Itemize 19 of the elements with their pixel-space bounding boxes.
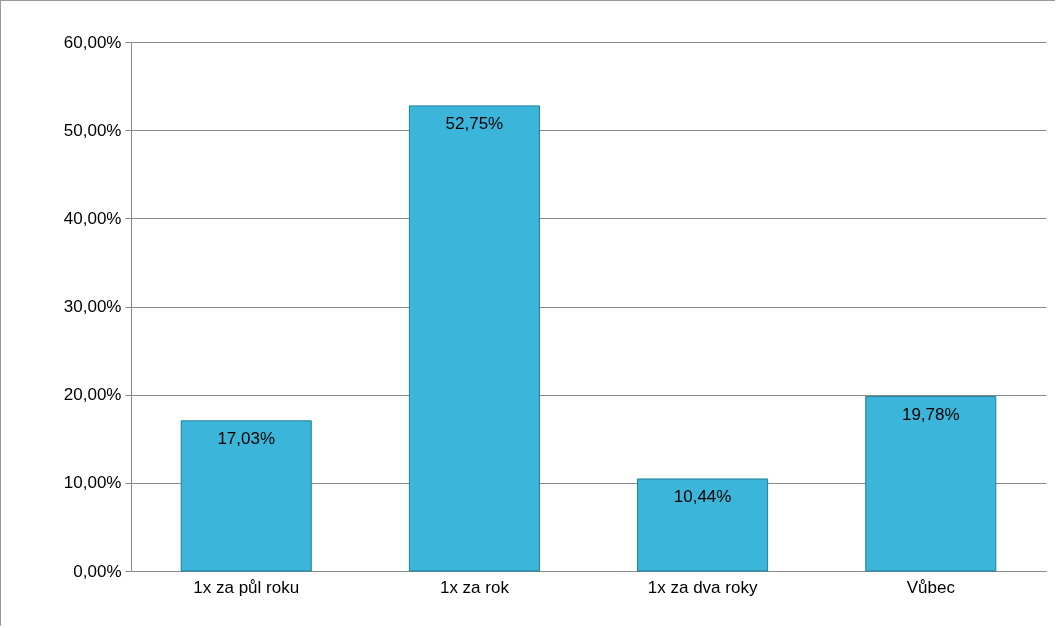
x-tick-label: 1x za půl roku: [193, 577, 300, 597]
y-tick-label: 0,00%: [73, 561, 122, 581]
y-tick-label: 40,00%: [63, 208, 122, 228]
y-tick-label: 60,00%: [63, 32, 122, 52]
data-label: 17,03%: [217, 428, 276, 448]
x-tick-label: 1x za dva roky: [647, 577, 758, 597]
bar: [180, 420, 312, 572]
y-tick-label: 20,00%: [63, 385, 122, 405]
x-tick-label: Vůbec: [906, 577, 956, 597]
y-tick-label: 50,00%: [63, 120, 122, 140]
y-tick-label: 10,00%: [63, 473, 122, 493]
data-label: 19,78%: [901, 404, 960, 424]
data-label: 52,75%: [445, 113, 504, 133]
bar: [865, 396, 997, 572]
data-label: 10,44%: [673, 486, 732, 506]
bar: [637, 478, 769, 572]
x-tick-label: 1x za rok: [439, 577, 510, 597]
y-tick-label: 30,00%: [63, 297, 122, 316]
bar: [408, 105, 540, 572]
